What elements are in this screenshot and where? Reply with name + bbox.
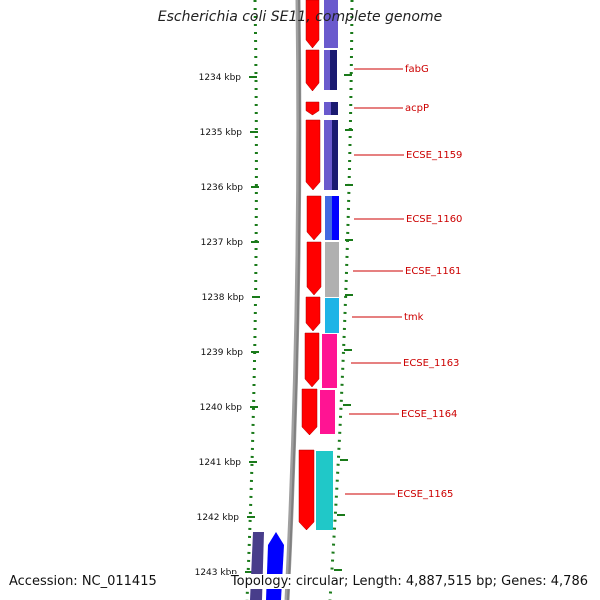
ruler-tick-label: 1237 kbp	[201, 238, 244, 248]
reverse-cds-block	[250, 532, 264, 600]
ruler-tick-label: 1235 kbp	[200, 128, 243, 138]
accession-text: Accession: NC_011415	[9, 574, 157, 589]
reverse-cds-block	[325, 242, 339, 297]
reverse-cds-block	[316, 451, 333, 530]
forward-cds-arrow	[305, 0, 320, 49]
forward-cds-arrow	[305, 296, 321, 332]
ruler-tick-label: 1239 kbp	[201, 348, 244, 358]
gene-label: tmk	[404, 312, 424, 323]
ruler-tick-label: 1242 kbp	[197, 513, 240, 523]
gene-label: ECSE_1159	[406, 150, 462, 161]
reverse-cds-block	[322, 334, 337, 388]
genome-backbone	[287, 0, 301, 600]
reverse-cds-block	[330, 50, 337, 90]
gene-label: ECSE_1163	[403, 358, 459, 369]
forward-cds-arrow	[304, 332, 320, 388]
forward-cds-arrow	[305, 49, 320, 92]
gene-label: ECSE_1164	[401, 409, 457, 420]
reverse-cds-block	[324, 0, 338, 48]
ruler-tick-label: 1243 kbp	[195, 568, 238, 578]
ruler-tick-label: 1240 kbp	[200, 403, 243, 413]
gene-label: ECSE_1165	[397, 489, 453, 500]
ruler-tick-label: 1238 kbp	[202, 293, 245, 303]
ruler-inner-dotted	[245, 0, 258, 600]
reverse-cds-block	[331, 102, 338, 115]
gene-label: ECSE_1160	[406, 214, 462, 225]
gene-label: fabG	[405, 64, 429, 75]
reverse-cds-block	[332, 120, 338, 190]
ruler-tick-label: 1236 kbp	[201, 183, 244, 193]
forward-cds-arrow	[298, 449, 315, 531]
ruler-tick-label: 1241 kbp	[199, 458, 242, 468]
topology-text: Topology: circular; Length: 4,887,515 bp…	[228, 574, 590, 589]
genome-backbone-shadow	[284, 0, 302, 600]
forward-cds-arrow	[301, 388, 318, 436]
forward-cds-arrow	[306, 241, 322, 296]
forward-cds-arrow	[306, 195, 322, 241]
gene-label: ECSE_1161	[405, 266, 461, 277]
reverse-cds-block	[332, 196, 339, 240]
ruler-tick-label: 1234 kbp	[199, 73, 242, 83]
forward-cds-arrow	[305, 119, 321, 191]
map-title: Escherichia coli SE11, complete genome	[157, 9, 443, 25]
gene-label: acpP	[405, 103, 429, 114]
forward-cds-arrow	[305, 101, 320, 116]
reverse-cds-arrow	[266, 532, 284, 600]
reverse-cds-block	[320, 390, 335, 434]
reverse-cds-block	[325, 298, 339, 333]
